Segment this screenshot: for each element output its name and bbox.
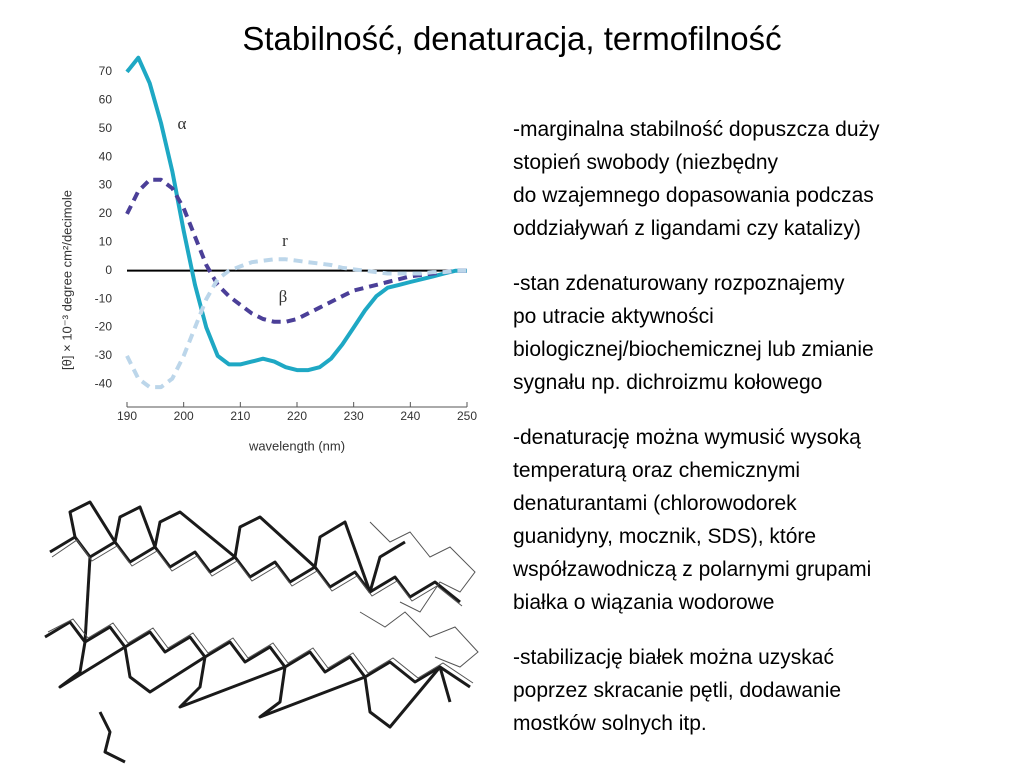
y-axis-label: [θ] × 10⁻³ degree cm²/decimole — [59, 190, 74, 370]
bullet-line: współzawodniczą z polarnymi grupami — [513, 558, 872, 581]
bullet-line: -stabilizację białek można uzyskać — [513, 646, 834, 669]
series-line — [125, 55, 467, 373]
bullet-line: białka o wiązania wodorowe — [513, 591, 775, 614]
x-tick-label: 220 — [287, 409, 307, 423]
x-tick-label: 250 — [457, 409, 477, 423]
y-tick-label: 60 — [99, 92, 113, 106]
y-tick-label: 30 — [99, 178, 113, 192]
y-tick-label: 70 — [99, 64, 113, 78]
x-tick-label: 240 — [400, 409, 420, 423]
series-label: r — [282, 231, 288, 250]
bullet-line: sygnału np. dichroizmu kołowego — [513, 371, 823, 394]
x-axis-label: wavelength (nm) — [248, 438, 345, 453]
y-tick-label: -40 — [95, 376, 113, 390]
bullet-line: -stan zdenaturowany rozpoznajemy — [513, 272, 845, 295]
y-tick-label: 50 — [99, 121, 113, 135]
y-tick-label: 10 — [99, 234, 113, 248]
bullet-list: -marginalna stabilność dopuszcza duży sto… — [513, 113, 880, 762]
y-tick-label: 40 — [99, 149, 113, 163]
x-tick-label: 190 — [117, 409, 137, 423]
bullet-line: do wzajemnego dopasowania podczas — [513, 184, 874, 207]
bullet-line: poprzez skracanie pętli, dodawanie — [513, 679, 842, 702]
bullet: -stabilizację białek można uzyskać poprze… — [513, 641, 880, 740]
slide-title: Stabilność, denaturacja, termofilność — [242, 20, 782, 57]
bullet: -marginalna stabilność dopuszcza duży sto… — [513, 113, 880, 245]
bullet-line: guanidyny, mocznik, SDS), które — [513, 525, 817, 548]
bullet-line: po utracie aktywności — [513, 305, 714, 328]
y-tick-label: 0 — [105, 263, 112, 277]
bullet: -denaturację można wymusić wysoką tempera… — [513, 421, 880, 619]
bullet-line: oddziaływań z ligandami czy katalizy) — [513, 217, 861, 240]
bullet-line: mostków solnych itp. — [513, 712, 707, 735]
bullet-line: stopień swobody (niezbędny — [513, 151, 779, 174]
x-tick-label: 200 — [174, 409, 194, 423]
series-label: β — [279, 287, 288, 306]
chart: 70 60 50 40 30 20 10 0 -10 -20 -30 -40 190 200 210 220 2… — [59, 55, 477, 453]
bullet-line: temperaturą oraz chemicznymi — [513, 459, 801, 482]
x-tick-label: 210 — [230, 409, 250, 423]
bullet-line: -marginalna stabilność dopuszcza duży — [513, 118, 880, 141]
y-tick-label: -20 — [95, 320, 113, 334]
y-tick-label: 20 — [99, 206, 113, 220]
bullet-line: -denaturację można wymusić wysoką — [513, 426, 861, 449]
series-line — [125, 177, 467, 324]
bullet-line: denaturantami (chlorowodorek — [513, 492, 797, 515]
series-label: α — [178, 114, 187, 133]
bullet-line: biologicznej/biochemicznej lub zmianie — [513, 338, 874, 361]
y-tick-label: -30 — [95, 348, 113, 362]
y-tick-label: -10 — [95, 291, 113, 305]
series-line — [125, 257, 467, 390]
bullet: -stan zdenaturowany rozpoznajemy po utrac… — [513, 267, 880, 399]
x-tick-label: 230 — [344, 409, 364, 423]
molecule-image — [44, 500, 479, 764]
